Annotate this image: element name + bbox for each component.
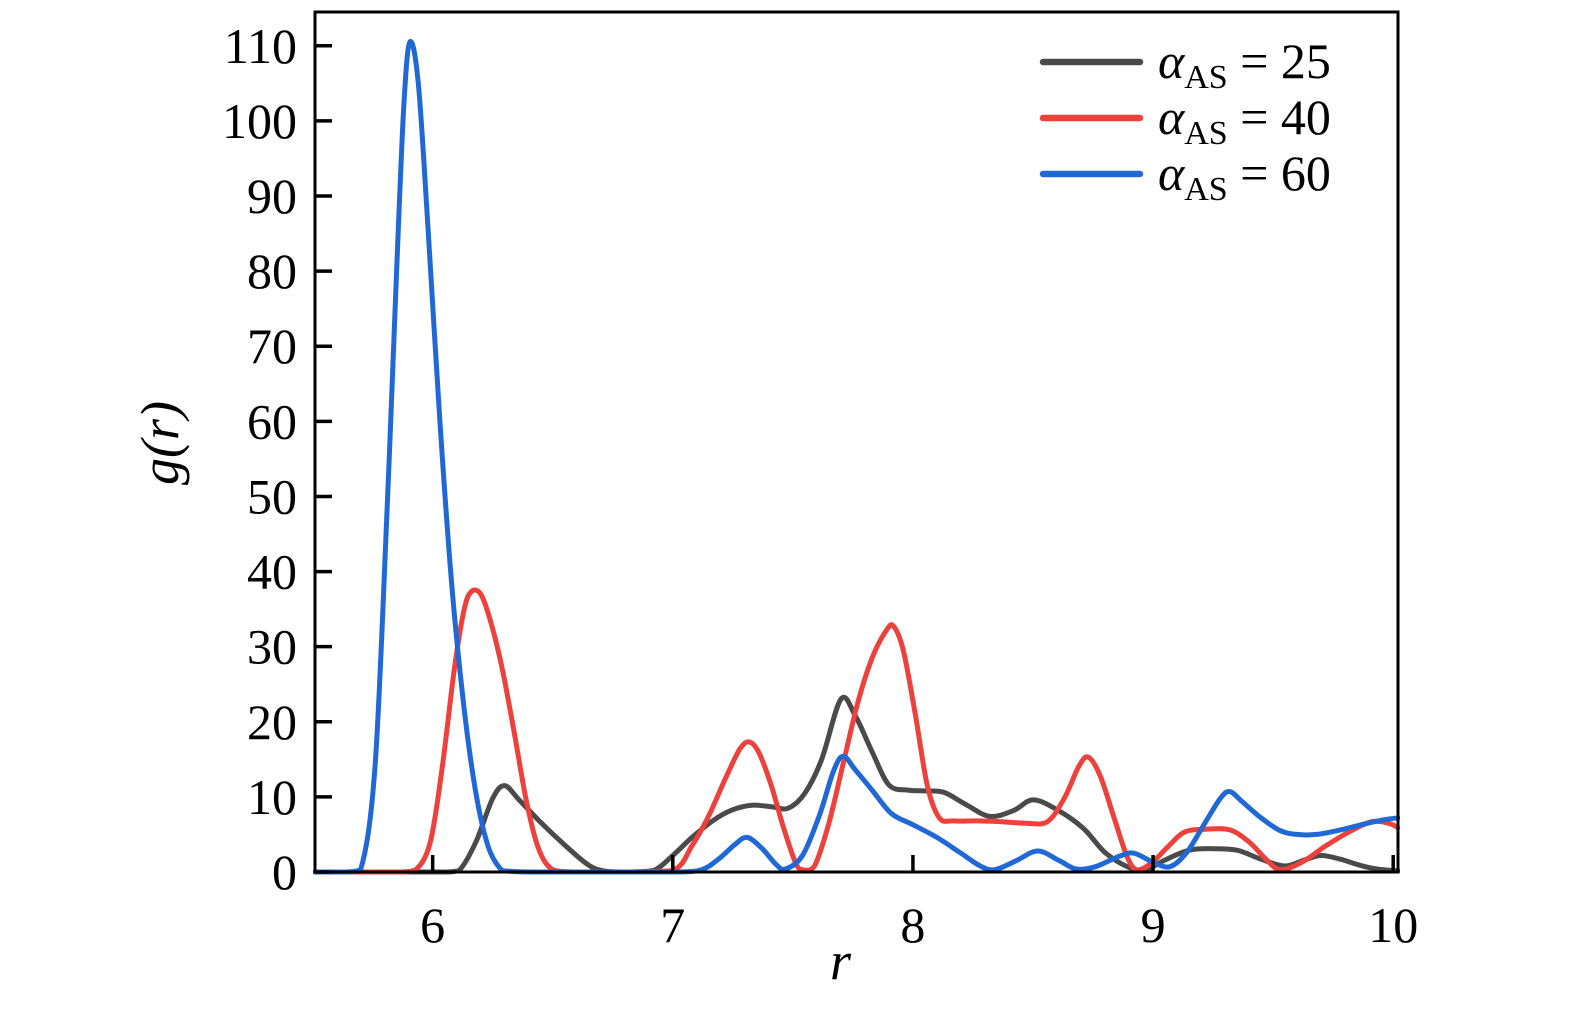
y-tick-label: 40 bbox=[247, 544, 297, 600]
x-tick-label: 9 bbox=[1141, 897, 1166, 953]
legend-entry-60: αAS = 60 bbox=[1039, 145, 1331, 208]
series-group bbox=[313, 38, 1400, 875]
y-tick-label: 30 bbox=[247, 619, 297, 675]
y-tick-label: 80 bbox=[247, 243, 297, 299]
legend-entry-25: αAS = 25 bbox=[1039, 33, 1331, 96]
legend-entry-40: αAS = 40 bbox=[1039, 89, 1331, 152]
series-line-alpha_AS_60 bbox=[313, 38, 1400, 875]
y-tick-label: 60 bbox=[247, 393, 297, 449]
axes-frame bbox=[313, 10, 1400, 874]
series-line-alpha_AS_40 bbox=[313, 587, 1400, 875]
y-tick-label: 10 bbox=[247, 769, 297, 825]
x-tick-label: 7 bbox=[660, 897, 685, 953]
legend-label: αAS = 60 bbox=[1158, 145, 1331, 208]
series-line-alpha_AS_25 bbox=[313, 694, 1400, 875]
x-tick-label: 6 bbox=[420, 897, 445, 953]
y-axis-label: g(r) bbox=[130, 401, 190, 485]
y-tick-label: 110 bbox=[224, 18, 297, 74]
y-tick-label: 90 bbox=[247, 168, 297, 224]
x-tick-label: 8 bbox=[900, 897, 925, 953]
y-tick-label: 100 bbox=[222, 93, 297, 149]
legend-label: αAS = 40 bbox=[1158, 89, 1331, 152]
x-tick-label: 10 bbox=[1368, 897, 1418, 953]
legend-label: αAS = 25 bbox=[1158, 33, 1331, 96]
y-tick-label: 50 bbox=[247, 468, 297, 524]
y-tick-label: 70 bbox=[247, 318, 297, 374]
x-axis-label: r bbox=[830, 931, 852, 991]
y-tick-label: 0 bbox=[272, 844, 297, 900]
y-tick-label: 20 bbox=[247, 694, 297, 750]
